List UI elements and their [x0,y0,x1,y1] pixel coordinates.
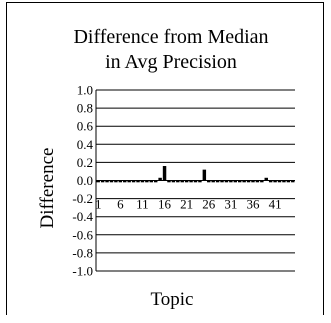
chart-frame: Difference from Median in Avg Precision … [6,2,324,315]
bar [233,180,238,183]
bar [260,180,264,183]
bar [149,180,154,183]
bar [193,180,198,183]
x-tick-label: 16 [158,197,172,212]
bar [189,180,193,183]
bar [291,180,295,183]
bar [215,180,220,183]
chart-svg: Difference from Median in Avg Precision … [37,26,295,310]
y-axis-title: Difference [37,148,58,229]
bar [140,180,145,183]
bar [184,180,189,183]
y-tick-label: 0.0 [77,173,93,188]
bar [176,180,180,183]
bar [251,180,255,183]
bar [282,180,286,183]
y-tick-label: -0.2 [72,191,93,206]
bar [273,180,277,183]
bar [127,180,131,183]
bar [229,180,233,183]
bar [220,180,224,183]
bar [268,180,273,183]
bar [277,180,282,183]
x-tick-label: 41 [269,197,282,212]
bar [109,180,114,183]
bar [123,180,127,183]
bar [264,177,268,181]
bar [207,180,211,183]
bar [158,177,162,181]
bar [171,180,176,183]
bar [286,180,291,183]
x-tick-label: 6 [117,197,124,212]
bars [96,166,295,183]
y-tick-label: 0.6 [77,119,94,134]
bar [242,180,246,183]
bar [105,180,109,183]
bar [167,180,171,183]
bar [136,180,140,183]
bar [131,180,136,183]
chart-title-line-1: Difference from Median [73,26,268,48]
x-tick-label: 31 [224,197,237,212]
x-axis-title: Topic [151,289,194,310]
bar [153,180,158,183]
y-tick-labels: 1.0 0.8 0.6 0.4 0.2 0.0 -0.2 -0.4 -0.6 -0.8 -1.0 [72,83,93,279]
y-tick-label: 1.0 [77,83,93,98]
x-tick-label: 21 [180,197,193,212]
bar [255,180,260,183]
x-tick-label: 11 [136,197,149,212]
x-tick-labels: 1 6 11 16 21 26 31 36 41 [95,197,282,212]
bar [202,169,207,181]
y-tick-label: -0.4 [72,209,93,224]
y-tick-label: 0.2 [77,155,93,170]
bar [145,180,149,183]
y-tick-label: -1.0 [72,264,93,279]
bar [237,180,242,183]
x-tick-label: 26 [202,197,216,212]
y-tick-label: -0.8 [72,245,93,260]
y-tick-label: -0.6 [72,227,93,242]
bar [114,180,118,183]
bar [224,180,229,183]
bar [246,180,251,183]
bar [180,180,184,183]
bar [96,180,100,183]
bar [100,180,105,183]
y-tick-label: 0.4 [77,137,94,152]
chart-title-line-2: in Avg Precision [105,51,237,73]
x-tick-label: 36 [246,197,260,212]
bar [211,180,215,183]
bar [118,180,123,183]
x-tick-label: 1 [95,197,102,212]
bar [198,180,202,183]
y-tick-label: 0.8 [77,101,93,116]
bar [162,166,167,181]
